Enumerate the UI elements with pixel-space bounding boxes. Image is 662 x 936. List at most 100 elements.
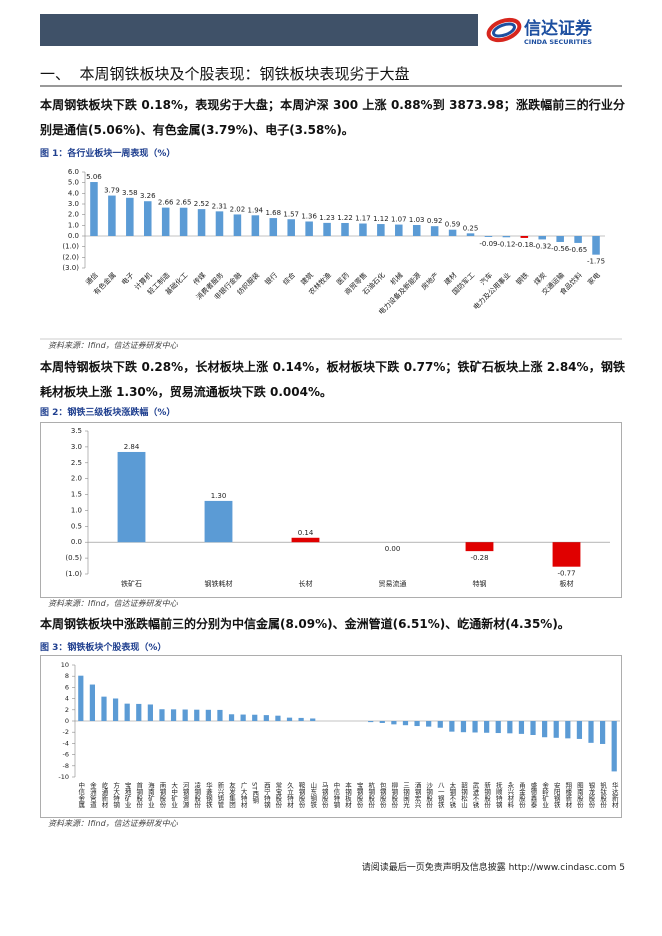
data-label: 1.57	[283, 210, 299, 218]
x-tick-label: 铁矿石	[121, 579, 142, 588]
x-tick-label: 板材	[560, 579, 574, 588]
data-label: -0.18	[515, 241, 533, 249]
bar	[161, 207, 170, 236]
bar	[538, 236, 547, 240]
x-tick-label: 新兴铸管	[216, 781, 224, 810]
x-tick-label: 传媒	[191, 270, 207, 286]
x-tick-label: 煤炭	[532, 270, 548, 286]
x-tick-label: 南钢股份	[158, 781, 166, 810]
x-tick-label: 金岭矿业	[541, 781, 549, 809]
y-tick-label: 2.5	[71, 459, 82, 467]
y-tick-label: 5.0	[68, 179, 79, 187]
y-tick-label: 2.0	[68, 211, 79, 219]
x-tick-label: 凌钢股份	[193, 781, 201, 810]
data-label: -0.65	[569, 246, 587, 254]
data-label: -0.09	[479, 240, 497, 248]
x-tick-label: 首钢股份	[135, 781, 143, 810]
paragraph: 本周特钢板块下跌 0.28%，长材板块上涨 0.14%，板材板块下跌 0.77%…	[40, 360, 625, 399]
bar	[402, 721, 409, 726]
x-tick-label: 特钢	[473, 579, 487, 588]
x-tick-label: 本钢板材	[344, 781, 352, 809]
x-tick-label: 甬金股份	[517, 781, 525, 810]
bar	[599, 721, 606, 744]
bar	[542, 721, 548, 738]
page-header: 信达证券 CINDA SECURITIES	[40, 14, 622, 87]
bar	[507, 721, 513, 734]
x-tick-label: 沙钢股份	[425, 782, 433, 809]
y-tick-label: 0.0	[68, 232, 79, 240]
x-tick-label: 包钢股份	[378, 781, 386, 810]
bar	[359, 223, 367, 236]
x-tick-label: 钒钛股份	[599, 781, 607, 810]
y-tick-label: 10	[61, 661, 69, 669]
bar	[379, 721, 385, 723]
bar	[449, 721, 455, 732]
bar	[228, 714, 235, 721]
bar	[466, 233, 475, 236]
bar	[437, 721, 443, 728]
x-tick-label: 图南股份	[575, 782, 583, 810]
data-label: 1.07	[391, 216, 407, 224]
y-tick-label: (3.0)	[62, 264, 79, 272]
data-label: 1.12	[373, 215, 389, 223]
data-label: -0.12	[497, 240, 515, 248]
data-label: -0.32	[533, 242, 551, 250]
bar	[136, 703, 142, 721]
bar	[298, 717, 304, 721]
x-tick-label: 马钢股份	[320, 782, 328, 810]
bar	[263, 715, 269, 721]
data-label: 0.00	[385, 545, 401, 553]
bar	[117, 451, 146, 543]
x-tick-label: 华达新材	[610, 781, 618, 809]
data-label: 2.02	[230, 205, 246, 213]
x-tick-label: 长材	[299, 579, 313, 588]
bar	[90, 182, 98, 236]
data-label: -0.56	[551, 245, 570, 253]
bar	[426, 721, 432, 727]
y-tick-label: -6	[63, 751, 69, 759]
bar	[305, 221, 313, 236]
y-tick-label: 4.0	[68, 189, 79, 197]
chart-frame	[40, 422, 622, 598]
x-tick-label: 贸易流通	[379, 579, 407, 588]
x-tick-label: 三钢闽光	[401, 782, 409, 810]
footer-url: http://www.cindasc.com	[508, 863, 617, 873]
bar	[101, 696, 107, 721]
bar	[204, 500, 233, 543]
y-tick-label: 1.0	[68, 221, 79, 229]
bar	[252, 714, 258, 721]
y-tick-label: -4	[63, 739, 69, 747]
bar	[341, 222, 349, 236]
bar	[124, 703, 130, 721]
data-label: 3.79	[104, 187, 120, 195]
x-tick-label: 海南矿业	[146, 781, 154, 809]
bar	[502, 236, 511, 238]
bar	[182, 709, 188, 721]
data-label: -1.75	[587, 258, 605, 266]
y-tick-label: 8	[65, 672, 69, 680]
y-tick-label: (0.5)	[65, 554, 82, 562]
bar	[395, 224, 403, 236]
bar	[520, 236, 529, 238]
bar	[291, 537, 320, 543]
y-tick-label: 2.0	[71, 475, 82, 483]
x-tick-label: 新钢股份	[483, 781, 491, 810]
data-label: 1.17	[355, 215, 371, 223]
source-note: 资料来源：Ifind，信达证券研发中心	[48, 341, 178, 350]
logo-en: CINDA SECURITIES	[524, 38, 592, 46]
x-tick-label: 广大特材	[239, 781, 247, 809]
y-tick-label: 1.5	[71, 491, 82, 499]
bar	[240, 714, 246, 721]
page-footer: 请阅读最后一页免责声明及信息披露 http://www.cindasc.com …	[362, 860, 625, 873]
y-tick-label: -2	[63, 728, 69, 736]
x-tick-label: 武进不锈	[471, 781, 479, 810]
x-tick-label: 八一钢铁	[436, 782, 444, 809]
data-label: 2.84	[124, 443, 140, 451]
x-tick-label: 建筑	[299, 270, 315, 286]
header-bar	[40, 14, 478, 46]
bar	[412, 225, 421, 236]
data-label: 1.30	[211, 492, 227, 500]
figure-caption: 图 1：各行业板块一周表现（%）	[40, 149, 176, 159]
x-tick-label: 方大特钢	[112, 781, 120, 810]
